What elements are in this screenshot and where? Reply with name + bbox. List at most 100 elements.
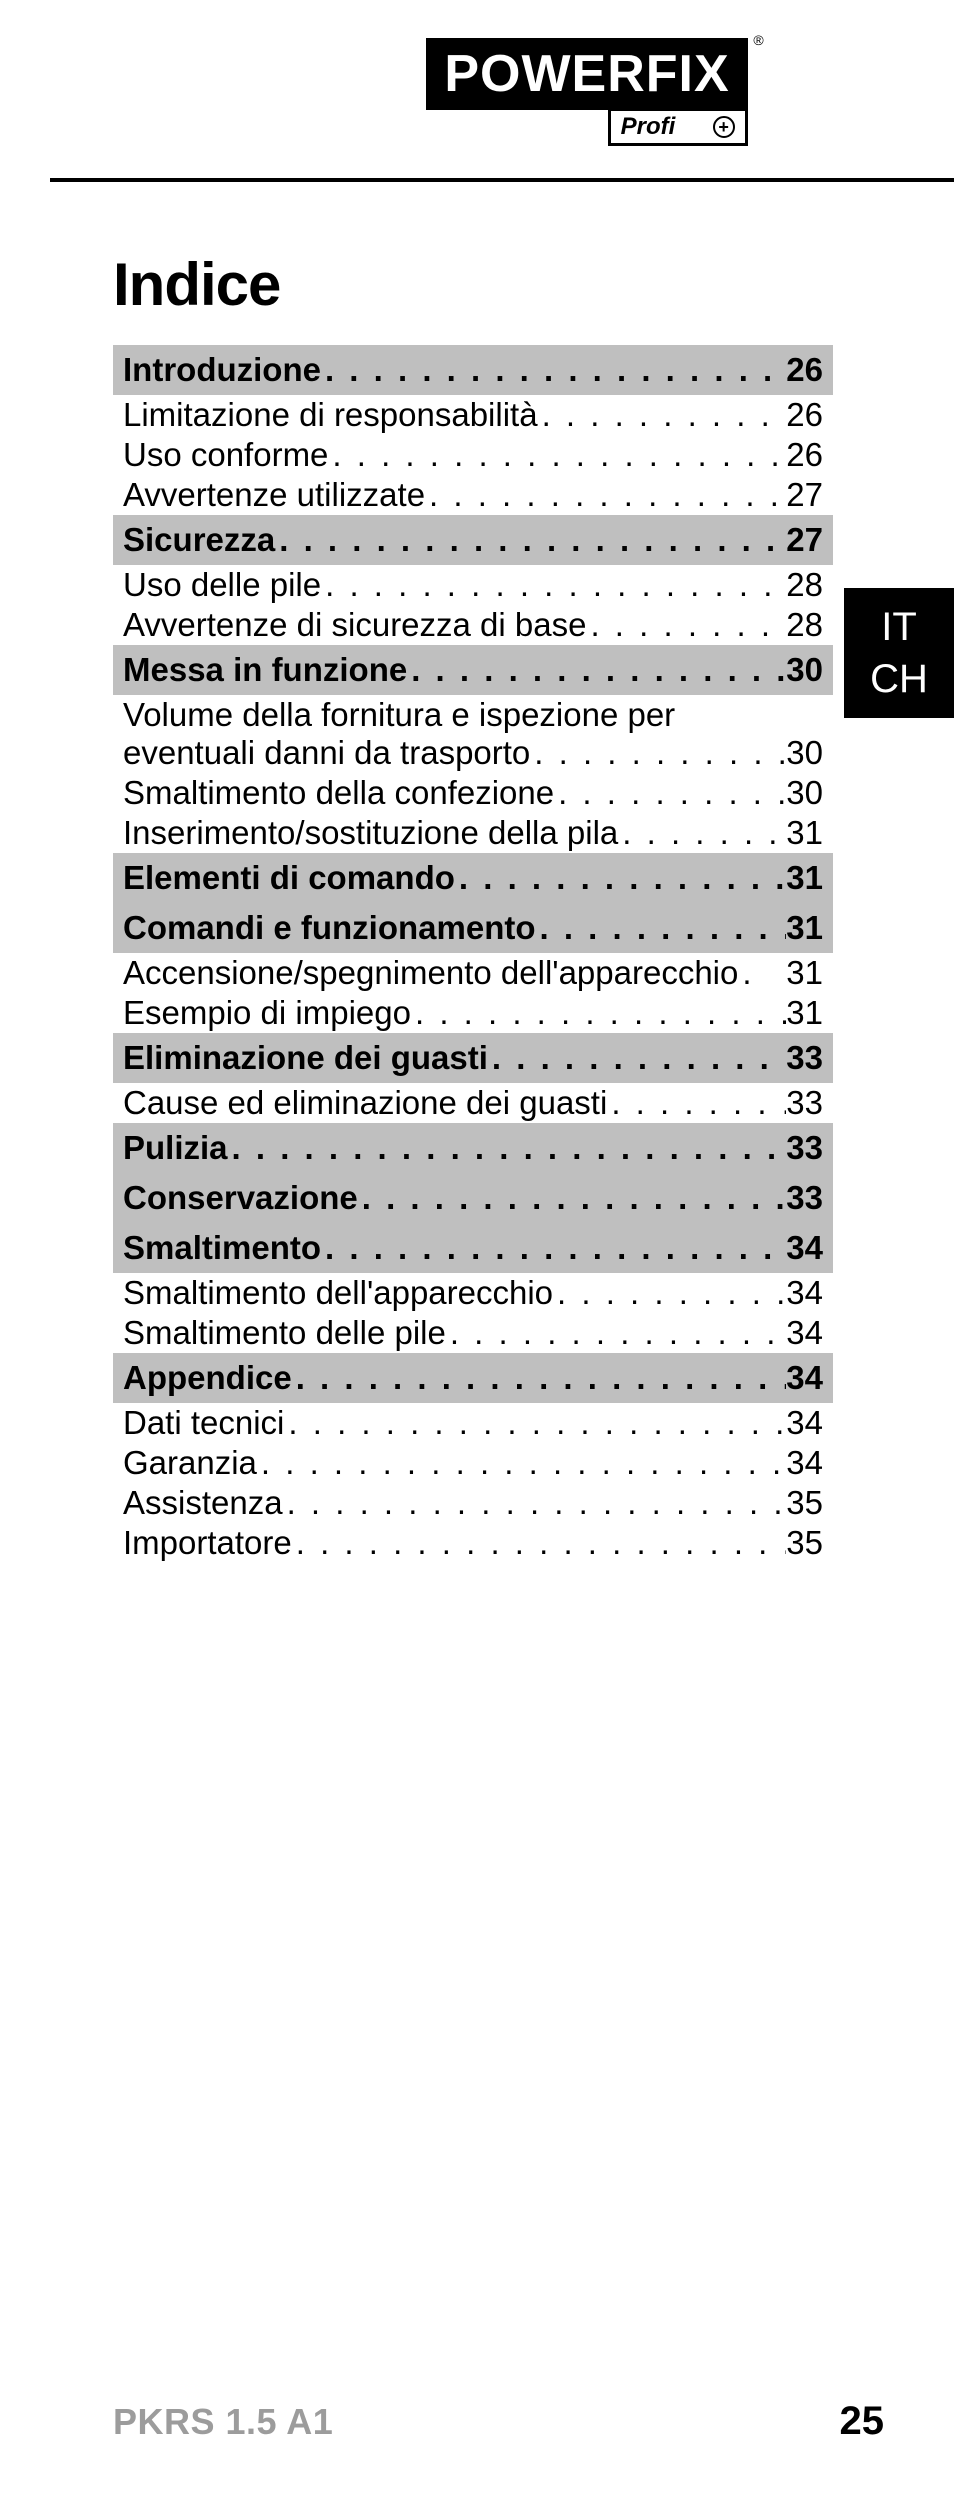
toc-item: Uso delle pile . . . . . . . . . . . . .… <box>113 565 833 605</box>
toc-item-label: Smaltimento dell'apparecchio <box>123 1274 553 1312</box>
registered-mark: ® <box>753 32 763 48</box>
toc-item-label: Uso conforme <box>123 436 328 474</box>
logo-main: POWERFIX <box>426 38 747 110</box>
toc-item: Uso conforme . . . . . . . . . . . . . .… <box>113 435 833 475</box>
toc-section-page: 34 <box>786 1229 823 1267</box>
lang-ch: CH <box>870 653 928 705</box>
toc-section-head: Smaltimento . . . . . . . . . . . . . . … <box>113 1223 833 1273</box>
toc-section-page: 31 <box>786 859 823 897</box>
toc-section-label: Elementi di comando <box>123 859 455 897</box>
toc-item-page: 26 <box>786 396 823 434</box>
header-rule <box>50 178 954 182</box>
toc-leader-dots: . . . . . . . . . . . . . . . . . . . . … <box>488 1039 786 1077</box>
toc-item: Smaltimento dell'apparecchio . . . . . .… <box>113 1273 833 1313</box>
toc-leader-dots: . . . . . . . . . . . . . . . . . . . . … <box>407 651 786 689</box>
toc-leader-dots: . . . . . . . . . . . . . . . . . . . . … <box>446 1314 786 1352</box>
toc-item-label: Smaltimento delle pile <box>123 1314 446 1352</box>
toc-leader-dots: . . . . . . . . . . . . . . . . . . . . … <box>425 476 786 514</box>
toc-item-page: 33 <box>786 1084 823 1122</box>
toc-leader-dots: . . . . . . . . . . . . . . . . . . . . … <box>257 1444 786 1482</box>
toc-item-label: Accensione/spegnimento dell'apparecchio <box>123 954 738 992</box>
toc-leader-dots: . . . . . . . . . . . . . . . . . . . . … <box>553 1274 786 1312</box>
toc-item-label: Smaltimento della confezione <box>123 774 554 812</box>
toc-item: Garanzia . . . . . . . . . . . . . . . .… <box>113 1443 833 1483</box>
toc-section-label: Smaltimento <box>123 1229 321 1267</box>
lang-it: IT <box>881 601 917 653</box>
toc-leader-dots: . . . . . . . . . . . . . . . . . . . . … <box>284 1404 786 1442</box>
toc-item-page: 30 <box>786 774 823 812</box>
brand-logo: POWERFIX ® Profi + <box>426 38 747 146</box>
toc-leader-dots: . . . . . . . . . . . . . . . . . . . . … <box>321 1229 786 1267</box>
toc-leader-dots: . . . . . . . . . . . . . . . . . . . . … <box>538 396 787 434</box>
toc-item-label: Garanzia <box>123 1444 257 1482</box>
toc-section-page: 33 <box>786 1179 823 1217</box>
plus-icon: + <box>713 116 735 138</box>
toc-section-head: Appendice . . . . . . . . . . . . . . . … <box>113 1353 833 1403</box>
toc-leader-dots: . . . . . . . . . . . . . . . . . . . . … <box>554 774 786 812</box>
toc-section-page: 33 <box>786 1129 823 1167</box>
table-of-contents: Introduzione . . . . . . . . . . . . . .… <box>113 345 833 1563</box>
toc-item: Smaltimento della confezione . . . . . .… <box>113 773 833 813</box>
toc-item-page: 28 <box>786 606 823 644</box>
toc-section-page: 34 <box>786 1359 823 1397</box>
page-title: Indice <box>113 250 833 319</box>
toc-item-page: 35 <box>786 1484 823 1522</box>
toc-item-label: Cause ed eliminazione dei guasti <box>123 1084 607 1122</box>
toc-item-page: 30 <box>786 734 823 772</box>
toc-leader-dots: . . . . . . . . . . . . . . . . . . . . … <box>358 1179 787 1217</box>
toc-item-label: Uso delle pile <box>123 566 321 604</box>
toc-item-label-line2: eventuali danni da trasporto <box>123 734 530 772</box>
page-footer: PKRS 1.5 A1 25 <box>113 2399 884 2444</box>
toc-item-label: Dati tecnici <box>123 1404 284 1442</box>
toc-item: Avvertenze di sicurezza di base . . . . … <box>113 605 833 645</box>
language-tab: IT CH <box>844 588 954 718</box>
toc-leader-dots: . . . . . . . . . . . . . . . . . . . . … <box>275 521 786 559</box>
toc-item: Inserimento/sostituzione della pila . . … <box>113 813 833 853</box>
toc-leader-dots: . . . . . . . . . . . . . . . . . . . . … <box>411 994 786 1032</box>
toc-section-page: 30 <box>786 651 823 689</box>
toc-item: Esempio di impiego . . . . . . . . . . .… <box>113 993 833 1033</box>
toc-item: Limitazione di responsabilità . . . . . … <box>113 395 833 435</box>
toc-item-page: 34 <box>786 1314 823 1352</box>
toc-section-label: Pulizia <box>123 1129 228 1167</box>
toc-section-head: Messa in funzione . . . . . . . . . . . … <box>113 645 833 695</box>
toc-item: Avvertenze utilizzate . . . . . . . . . … <box>113 475 833 515</box>
toc-item-label: Limitazione di responsabilità <box>123 396 538 434</box>
toc-leader-dots: . . . . . . . . . . . . . . . . . . . . … <box>283 1484 787 1522</box>
toc-leader-dots: . . . . . . . . . . . . . . . . . . . . … <box>536 909 787 947</box>
logo-sub-text: Profi <box>621 113 676 141</box>
toc-item-line2: eventuali danni da trasporto . . . . . .… <box>123 734 823 772</box>
toc-item: Assistenza . . . . . . . . . . . . . . .… <box>113 1483 833 1523</box>
toc-section-page: 26 <box>786 351 823 389</box>
toc-item-label: Esempio di impiego <box>123 994 411 1032</box>
toc-section-label: Sicurezza <box>123 521 275 559</box>
toc-section-page: 27 <box>786 521 823 559</box>
toc-leader-dots: . . . . . . . . . . . . . . . . . . . . … <box>328 436 786 474</box>
toc-leader-dots: . . . . . . . . . . . . . . . . . . . . … <box>530 734 786 772</box>
toc-leader-dots: . . . . . . . . . . . . . . . . . . . . … <box>607 1084 786 1122</box>
toc-item-page: 31 <box>786 994 823 1032</box>
toc-section-label: Eliminazione dei guasti <box>123 1039 488 1077</box>
toc-item-label: Assistenza <box>123 1484 283 1522</box>
toc-leader-dots: . . . . . . . . . . . . . . . . . . . . … <box>586 606 786 644</box>
toc-item: Volume della fornitura e ispezione perev… <box>113 695 833 773</box>
toc-section-label: Messa in funzione <box>123 651 407 689</box>
logo-subtitle: Profi + <box>608 108 748 146</box>
toc-section-head: Eliminazione dei guasti . . . . . . . . … <box>113 1033 833 1083</box>
toc-leader-dots: . . . . . . . . . . . . . . . . . . . . … <box>292 1359 787 1397</box>
toc-section-page: 31 <box>786 909 823 947</box>
toc-item-label: Inserimento/sostituzione della pila <box>123 814 618 852</box>
toc-item: Cause ed eliminazione dei guasti . . . .… <box>113 1083 833 1123</box>
toc-item-label: Avvertenze di sicurezza di base <box>123 606 586 644</box>
toc-item-page: 27 <box>786 476 823 514</box>
model-number: PKRS 1.5 A1 <box>113 2401 333 2443</box>
toc-section-head: Conservazione . . . . . . . . . . . . . … <box>113 1173 833 1223</box>
toc-item: Dati tecnici . . . . . . . . . . . . . .… <box>113 1403 833 1443</box>
toc-section-head: Sicurezza . . . . . . . . . . . . . . . … <box>113 515 833 565</box>
toc-section-label: Appendice <box>123 1359 292 1397</box>
toc-item: Smaltimento delle pile . . . . . . . . .… <box>113 1313 833 1353</box>
toc-item-page: 34 <box>786 1274 823 1312</box>
toc-item-label: Importatore <box>123 1524 292 1562</box>
toc-section-head: Comandi e funzionamento . . . . . . . . … <box>113 903 833 953</box>
toc-section-label: Introduzione <box>123 351 321 389</box>
